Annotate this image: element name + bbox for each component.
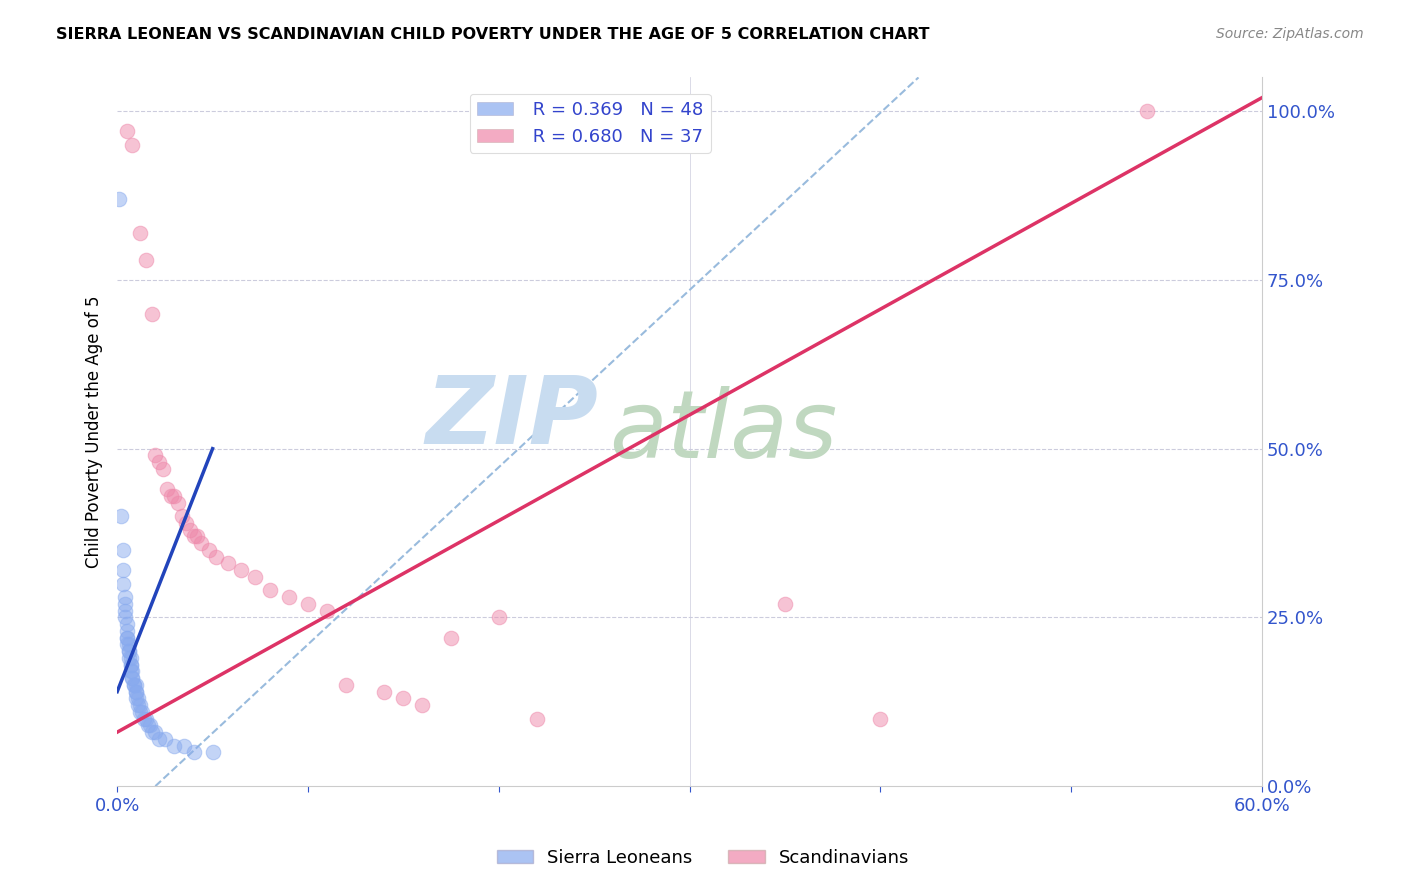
Point: [141, 725, 163, 739]
Point: [114, 590, 136, 604]
Point: [373, 684, 395, 698]
Point: [259, 583, 281, 598]
Text: atlas: atlas: [609, 386, 838, 477]
Point: [132, 712, 155, 726]
Point: [117, 644, 139, 658]
Point: [108, 192, 131, 206]
Point: [115, 631, 138, 645]
Point: [121, 671, 143, 685]
Point: [125, 684, 148, 698]
Point: [174, 516, 197, 530]
Point: [115, 637, 138, 651]
Point: [411, 698, 433, 713]
Point: [186, 529, 208, 543]
Point: [152, 462, 174, 476]
Point: [190, 536, 212, 550]
Point: [392, 691, 415, 706]
Point: [167, 496, 190, 510]
Point: [243, 570, 266, 584]
Text: Source: ZipAtlas.com: Source: ZipAtlas.com: [1216, 27, 1364, 41]
Point: [125, 678, 148, 692]
Point: [115, 624, 138, 638]
Point: [773, 597, 796, 611]
Point: [131, 705, 153, 719]
Point: [129, 705, 152, 719]
Point: [277, 590, 299, 604]
Point: [159, 489, 181, 503]
Point: [231, 563, 253, 577]
Point: [335, 678, 357, 692]
Point: [120, 665, 142, 679]
Point: [121, 671, 143, 685]
Point: [316, 604, 339, 618]
Point: [183, 745, 205, 759]
Legend:  R = 0.369   N = 48,  R = 0.680   N = 37: R = 0.369 N = 48, R = 0.680 N = 37: [470, 94, 711, 153]
Point: [129, 226, 152, 240]
Point: [143, 725, 166, 739]
Point: [114, 597, 136, 611]
Point: [129, 698, 152, 713]
Point: [526, 712, 548, 726]
Point: [120, 657, 142, 672]
Legend: Sierra Leoneans, Scandinavians: Sierra Leoneans, Scandinavians: [489, 842, 917, 874]
Point: [115, 124, 138, 138]
Point: [124, 678, 146, 692]
Point: [148, 455, 170, 469]
Point: [153, 731, 176, 746]
Point: [127, 691, 149, 706]
Point: [114, 610, 136, 624]
Point: [205, 549, 228, 564]
Point: [125, 684, 148, 698]
Point: [197, 542, 219, 557]
Y-axis label: Child Poverty Under the Age of 5: Child Poverty Under the Age of 5: [86, 295, 103, 568]
Point: [141, 307, 163, 321]
Point: [115, 617, 138, 632]
Point: [114, 604, 136, 618]
Point: [117, 644, 139, 658]
Point: [111, 542, 134, 557]
Point: [135, 252, 157, 267]
Point: [156, 482, 179, 496]
Point: [135, 712, 157, 726]
Point: [117, 637, 139, 651]
Point: [115, 631, 138, 645]
Point: [217, 557, 239, 571]
Point: [110, 509, 132, 524]
Point: [163, 489, 186, 503]
Point: [440, 631, 463, 645]
Point: [183, 529, 205, 543]
Text: ZIP: ZIP: [425, 372, 598, 464]
Point: [121, 137, 143, 152]
Point: [127, 698, 149, 713]
Point: [488, 610, 510, 624]
Point: [125, 691, 148, 706]
Point: [148, 731, 170, 746]
Point: [201, 745, 224, 759]
Point: [297, 597, 319, 611]
Point: [120, 657, 142, 672]
Point: [136, 718, 159, 732]
Point: [111, 563, 134, 577]
Point: [173, 739, 195, 753]
Point: [869, 712, 891, 726]
Point: [138, 718, 160, 732]
Text: SIERRA LEONEAN VS SCANDINAVIAN CHILD POVERTY UNDER THE AGE OF 5 CORRELATION CHAR: SIERRA LEONEAN VS SCANDINAVIAN CHILD POV…: [56, 27, 929, 42]
Point: [120, 651, 142, 665]
Point: [124, 678, 146, 692]
Point: [121, 665, 143, 679]
Point: [111, 576, 134, 591]
Point: [163, 739, 186, 753]
Point: [179, 523, 201, 537]
Point: [117, 651, 139, 665]
Point: [143, 449, 166, 463]
Point: [170, 509, 193, 524]
Point: [1136, 104, 1159, 119]
